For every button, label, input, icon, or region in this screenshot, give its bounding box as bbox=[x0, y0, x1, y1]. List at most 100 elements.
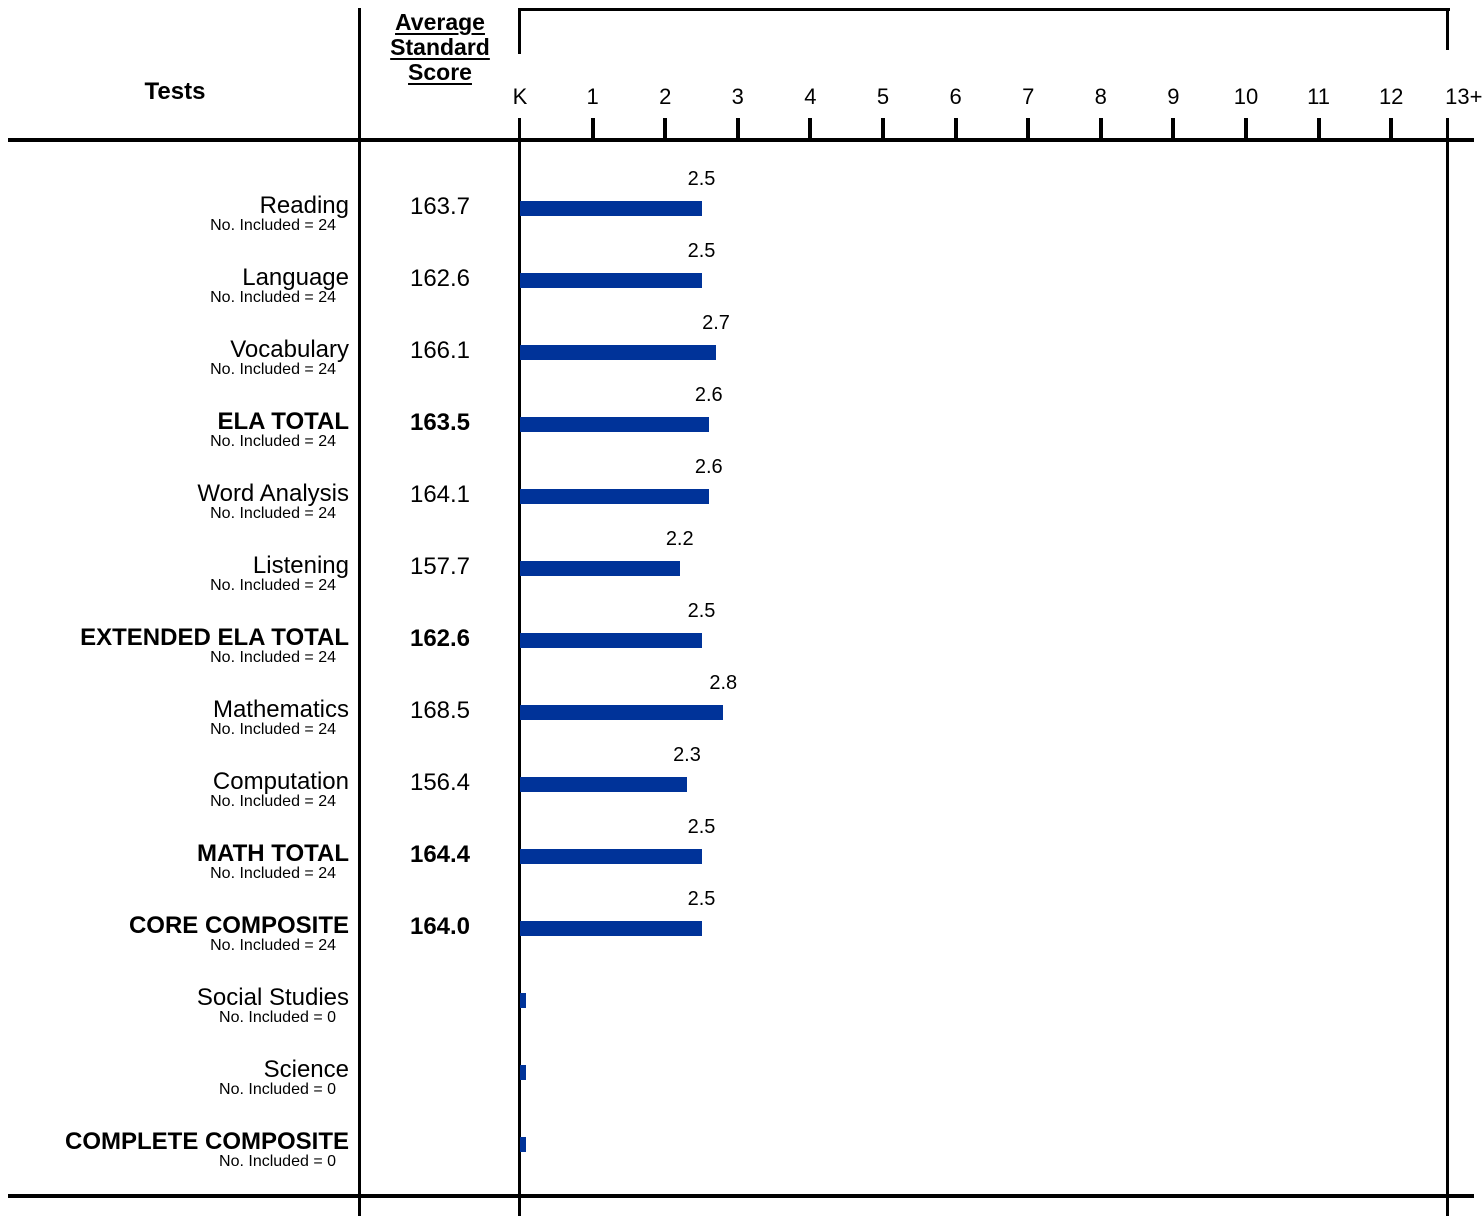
x-tick-label: 11 bbox=[1307, 84, 1331, 109]
number-included: No. Included = 0 bbox=[219, 1081, 336, 1098]
bar-value-label: 2.5 bbox=[687, 240, 716, 262]
x-tick-mark bbox=[1244, 118, 1248, 140]
average-standard-score: 164.1 bbox=[409, 481, 471, 508]
x-tick-mark bbox=[808, 118, 813, 140]
chart-right-axis-upper bbox=[1446, 8, 1449, 50]
number-included: No. Included = 24 bbox=[210, 577, 336, 594]
score-header-line-3: Score bbox=[408, 59, 472, 85]
average-standard-score: 162.6 bbox=[409, 625, 471, 652]
number-included: No. Included = 24 bbox=[210, 721, 336, 738]
x-tick-label: K bbox=[512, 84, 528, 109]
average-standard-score: 168.5 bbox=[409, 697, 471, 724]
test-name: Listening bbox=[252, 552, 349, 579]
test-name: Mathematics bbox=[212, 696, 349, 723]
grade-equivalent-bar bbox=[520, 273, 702, 288]
header-bottom-rule bbox=[8, 138, 1474, 142]
test-name: Language bbox=[242, 264, 349, 291]
test-name: Computation bbox=[212, 768, 349, 795]
x-tick-mark bbox=[663, 118, 668, 140]
top-rule bbox=[520, 8, 1450, 11]
bar-value-label: 2.6 bbox=[694, 384, 723, 406]
grade-equivalent-bar bbox=[520, 921, 702, 936]
x-tick-label: 7 bbox=[1022, 84, 1035, 109]
test-name: ELA TOTAL bbox=[217, 408, 349, 435]
x-tick-label: 1 bbox=[586, 84, 599, 109]
grade-equivalent-bar bbox=[520, 849, 702, 864]
average-standard-score: 156.4 bbox=[409, 769, 471, 796]
x-tick-mark bbox=[1171, 118, 1176, 140]
footer-rule bbox=[8, 1194, 1474, 1198]
grade-equivalent-bar bbox=[520, 993, 526, 1008]
test-name: Word Analysis bbox=[197, 480, 349, 507]
average-standard-score: 166.1 bbox=[409, 337, 471, 364]
score-header-line-1: Average bbox=[395, 9, 485, 35]
grade-equivalent-bar bbox=[520, 561, 680, 576]
average-standard-score: 164.0 bbox=[409, 913, 471, 940]
x-tick-label: 6 bbox=[949, 84, 962, 109]
x-tick-label: 5 bbox=[876, 84, 890, 109]
chart-right-axis bbox=[1446, 118, 1449, 1216]
average-standard-score-header: Average Standard Score bbox=[360, 10, 520, 85]
x-tick-label: 10 bbox=[1233, 84, 1259, 109]
tests-score-divider bbox=[358, 8, 361, 1216]
score-header-line-2: Standard bbox=[390, 34, 490, 60]
bar-value-label: 2.5 bbox=[687, 168, 716, 190]
test-name: EXTENDED ELA TOTAL bbox=[80, 624, 349, 651]
number-included: No. Included = 24 bbox=[210, 505, 336, 522]
grade-equivalent-bar bbox=[520, 705, 724, 720]
grade-equivalent-bar bbox=[520, 777, 687, 792]
bar-value-label: 2.8 bbox=[709, 672, 738, 694]
bar-value-label: 2.7 bbox=[702, 312, 730, 334]
bar-value-label: 2.5 bbox=[687, 816, 716, 838]
number-included: No. Included = 24 bbox=[210, 361, 336, 378]
grade-equivalent-bar bbox=[520, 417, 709, 432]
grade-equivalent-bar bbox=[520, 633, 702, 648]
number-included: No. Included = 0 bbox=[219, 1153, 336, 1170]
average-standard-score: 163.7 bbox=[409, 193, 471, 220]
number-included: No. Included = 24 bbox=[210, 433, 336, 450]
chart-left-axis-upper bbox=[518, 8, 521, 54]
number-included: No. Included = 24 bbox=[210, 217, 336, 234]
grade-equivalent-bar bbox=[520, 201, 702, 216]
grade-equivalent-bar bbox=[520, 1137, 526, 1152]
x-tick-mark bbox=[735, 118, 740, 140]
number-included: No. Included = 24 bbox=[210, 649, 336, 666]
test-name: Reading bbox=[259, 192, 349, 219]
x-tick-mark bbox=[881, 118, 885, 140]
grade-equivalent-bar bbox=[520, 345, 717, 360]
average-standard-score: 163.5 bbox=[409, 409, 471, 436]
grade-equivalent-bar bbox=[520, 489, 709, 504]
x-tick-label: 12 bbox=[1378, 84, 1404, 109]
bar-value-label: 2.3 bbox=[673, 744, 701, 766]
bar-value-label: 2.6 bbox=[694, 456, 723, 478]
test-name: Social Studies bbox=[196, 984, 349, 1011]
x-tick-mark bbox=[1389, 118, 1394, 140]
x-tick-label: 8 bbox=[1094, 84, 1107, 109]
test-name: CORE COMPOSITE bbox=[128, 912, 349, 939]
average-standard-score: 164.4 bbox=[409, 841, 471, 868]
number-included: No. Included = 24 bbox=[210, 793, 336, 810]
grade-equivalent-bar bbox=[520, 1065, 526, 1080]
x-tick-label: 9 bbox=[1167, 84, 1180, 109]
x-tick-label: 13+ bbox=[1445, 84, 1482, 109]
test-name: Science bbox=[263, 1056, 349, 1083]
test-name: MATH TOTAL bbox=[197, 840, 349, 867]
x-tick-mark bbox=[953, 118, 958, 140]
number-included: No. Included = 24 bbox=[210, 289, 336, 306]
x-tick-mark bbox=[1026, 118, 1031, 140]
x-tick-label: 4 bbox=[804, 84, 817, 109]
bar-value-label: 2.5 bbox=[687, 888, 716, 910]
x-tick-mark bbox=[1316, 118, 1321, 140]
number-included: No. Included = 24 bbox=[210, 937, 336, 954]
chart-left-axis bbox=[518, 118, 521, 1216]
test-name: COMPLETE COMPOSITE bbox=[64, 1128, 349, 1155]
x-tick-label: 2 bbox=[659, 84, 672, 109]
number-included: No. Included = 24 bbox=[210, 865, 336, 882]
bar-value-label: 2.5 bbox=[687, 600, 716, 622]
bar-value-label: 2.2 bbox=[665, 528, 694, 550]
average-standard-score: 162.6 bbox=[409, 265, 471, 292]
number-included: No. Included = 0 bbox=[219, 1009, 336, 1026]
average-standard-score: 157.7 bbox=[409, 553, 471, 580]
tests-column-header: Tests bbox=[144, 78, 206, 105]
x-tick-mark bbox=[590, 118, 595, 140]
